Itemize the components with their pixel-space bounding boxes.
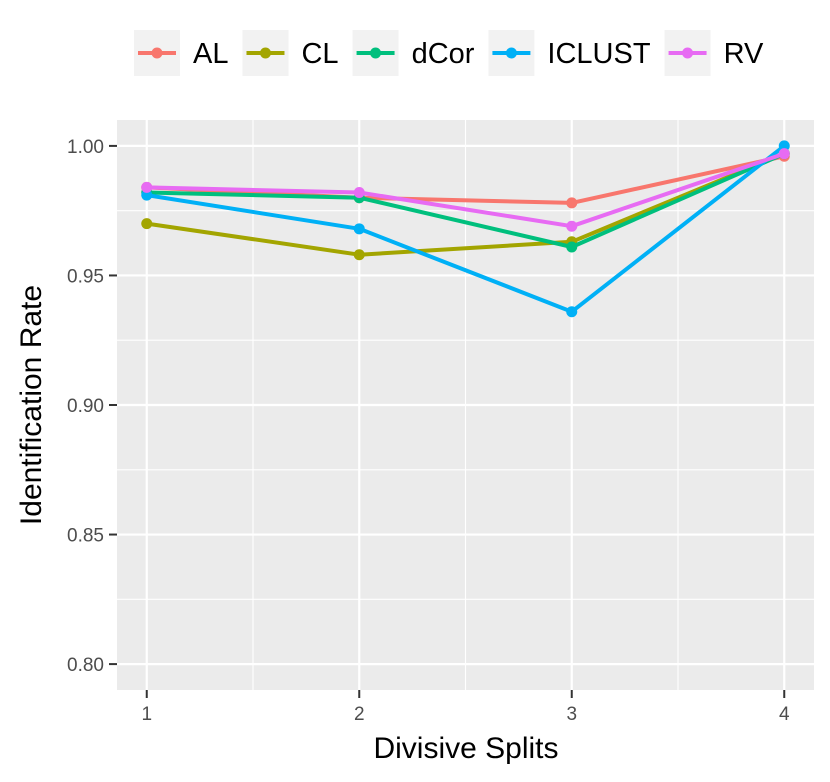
series-line-cl	[146, 151, 786, 257]
legend-label: dCor	[412, 38, 475, 70]
series-iclust	[141, 140, 790, 318]
data-point	[566, 241, 578, 253]
data-point	[566, 220, 578, 232]
legend-item-cl: CL	[242, 30, 339, 76]
legend-swatch-dot	[505, 47, 517, 59]
y-tick-label: 0.80	[67, 655, 104, 676]
data-point	[353, 249, 365, 261]
legend-swatch-dot	[370, 47, 382, 59]
data-point	[566, 306, 578, 318]
legend-label: ICLUST	[547, 38, 650, 70]
data-point	[353, 187, 365, 199]
series-line-iclust	[146, 144, 786, 314]
legend-item-dcor: dCor	[352, 30, 475, 76]
y-axis: 0.80 0.85 0.90 0.95 1.00	[67, 137, 117, 676]
legend: AL CL dCor ICLUST RV	[134, 30, 764, 76]
series-line-rv	[146, 151, 785, 229]
y-tick-label: 1.00	[67, 137, 104, 158]
legend-label: AL	[193, 38, 228, 70]
data-point	[141, 189, 153, 201]
data-point	[141, 181, 153, 193]
legend-swatch-dot	[259, 47, 271, 59]
legend-item-al: AL	[134, 30, 228, 76]
x-tick-label: 4	[779, 704, 790, 725]
x-tick-label: 3	[566, 704, 577, 725]
y-tick-label: 0.95	[67, 266, 104, 287]
data-point	[353, 223, 365, 235]
legend-swatch-dot	[682, 47, 694, 59]
series-line-al	[146, 154, 785, 205]
data-point	[778, 148, 790, 160]
legend-swatch-dot	[151, 47, 163, 59]
y-tick-label: 0.90	[67, 396, 104, 417]
legend-label: CL	[301, 38, 338, 70]
series-rv	[141, 148, 790, 232]
legend-item-iclust: ICLUST	[488, 30, 651, 76]
x-axis-title: Divisive Splits	[373, 732, 558, 765]
data-point	[566, 197, 578, 209]
x-axis: 1 2 3 4	[141, 690, 790, 725]
series-line-dcor	[146, 151, 786, 249]
legend-item-rv: RV	[664, 30, 764, 76]
x-tick-label: 1	[141, 704, 152, 725]
data-point	[778, 140, 790, 152]
y-tick-label: 0.85	[67, 526, 104, 547]
legend-label: RV	[724, 38, 764, 70]
series-layer	[141, 140, 790, 318]
y-axis-title: Identification Rate	[15, 285, 48, 525]
x-tick-label: 2	[354, 704, 365, 725]
data-point	[141, 218, 153, 230]
